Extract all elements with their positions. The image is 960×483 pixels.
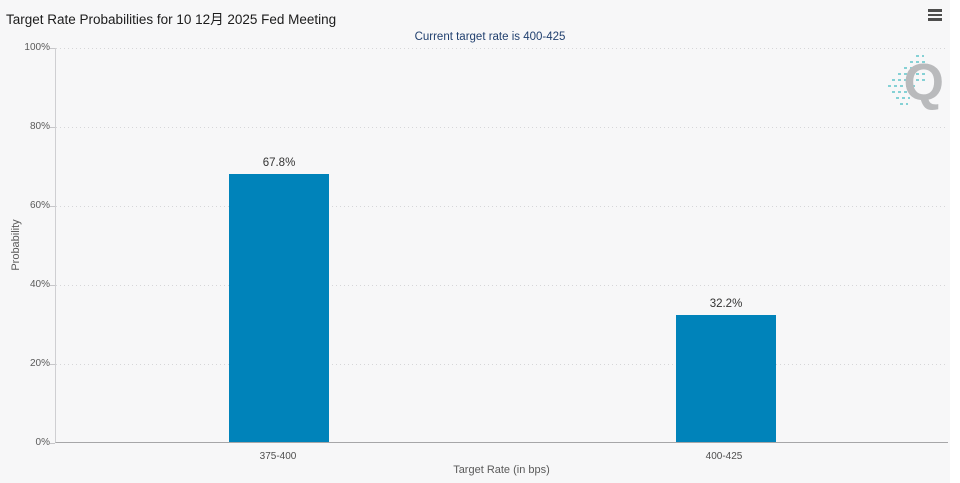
- watermark-dash: [888, 85, 918, 87]
- ytick-label-60: 60%: [29, 200, 50, 211]
- ytick-label-0: 0%: [35, 437, 50, 448]
- bar-group-400-425: 32.2%: [676, 47, 776, 442]
- hamburger-bar: [928, 9, 942, 12]
- watermark-dash: [892, 79, 926, 81]
- watermark-dash: [900, 103, 908, 105]
- gridline-40pct: [56, 285, 948, 286]
- ytick-mark: [50, 285, 55, 286]
- watermark-dash: [896, 97, 910, 99]
- gridline-80pct: [56, 127, 948, 128]
- bar-375-400[interactable]: [229, 174, 329, 442]
- xtick-label-400-425: 400-425: [705, 451, 743, 462]
- gridline-100pct: [56, 48, 948, 49]
- hamburger-bar: [928, 18, 942, 21]
- ytick-mark: [50, 206, 55, 207]
- bar-group-375-400: 67.8%: [229, 47, 329, 442]
- ytick-label-20: 20%: [29, 358, 50, 369]
- plot-area: 67.8% 32.2%: [55, 48, 948, 443]
- ytick-mark: [50, 443, 55, 444]
- ytick-mark: [50, 127, 55, 128]
- watermark-q-letter: Q: [903, 54, 944, 112]
- ytick-mark: [50, 48, 55, 49]
- ytick-label-80: 80%: [29, 121, 50, 132]
- bar-400-425[interactable]: [676, 315, 776, 442]
- ytick-label-100: 100%: [24, 42, 50, 53]
- watermark-dash: [904, 67, 928, 69]
- chart-subtitle: Current target rate is 400-425: [414, 31, 566, 43]
- chart-title: Target Rate Probabilities for 10 12月 202…: [6, 12, 337, 27]
- y-axis-title: Probability: [10, 219, 22, 271]
- bar-value-label: 32.2%: [709, 298, 743, 310]
- ytick-mark: [50, 364, 55, 365]
- xtick-label-375-400: 375-400: [259, 451, 297, 462]
- x-axis-title: Target Rate (in bps): [453, 464, 550, 476]
- watermark-dash: [916, 55, 924, 57]
- hamburger-bar: [928, 13, 942, 17]
- hamburger-menu-icon[interactable]: [926, 7, 944, 23]
- gridline-60pct: [56, 206, 948, 207]
- watermark-dash: [898, 73, 928, 75]
- gridline-20pct: [56, 364, 948, 365]
- watermark-dash: [892, 91, 914, 93]
- quikstrike-watermark-logo: Q: [886, 53, 946, 117]
- bar-value-label: 67.8%: [262, 157, 296, 169]
- ytick-label-40: 40%: [29, 279, 50, 290]
- watermark-dash: [910, 61, 926, 63]
